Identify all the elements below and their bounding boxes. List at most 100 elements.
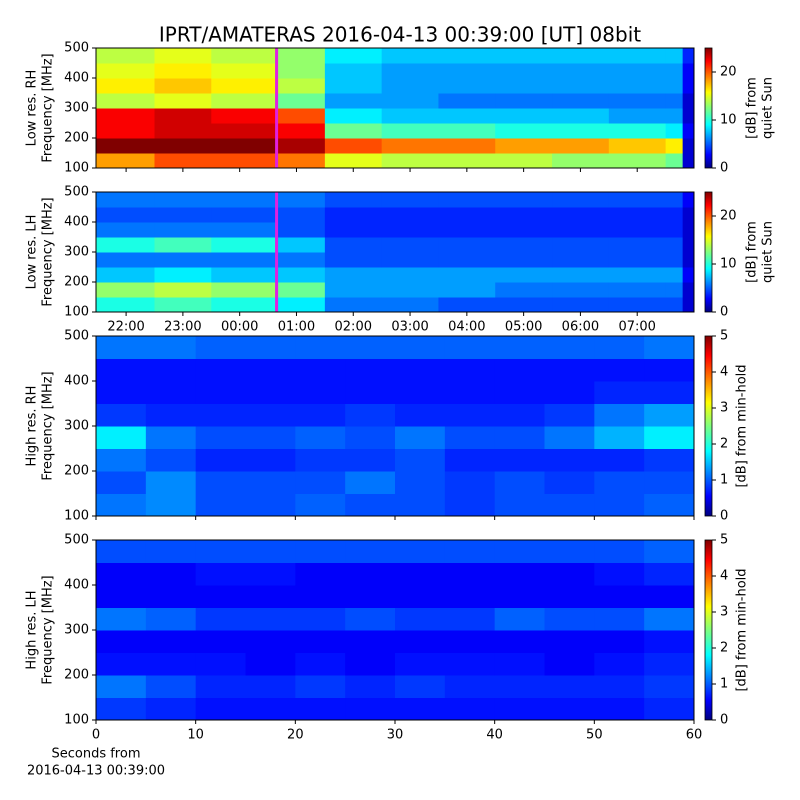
heat-cell <box>438 252 496 268</box>
heat-cell <box>544 630 595 653</box>
heat-cell <box>381 282 439 298</box>
heat-cell <box>644 336 695 359</box>
heat-cell <box>381 252 439 268</box>
heat-cell <box>381 108 439 124</box>
heat-cell <box>96 471 147 494</box>
heat-cell <box>245 630 296 653</box>
heat-cell <box>324 207 383 223</box>
heat-cell <box>211 192 278 208</box>
heat-cell <box>96 108 155 124</box>
heat-cell <box>644 697 695 721</box>
heat-cell <box>544 471 595 494</box>
colorbar-tick-label: 4 <box>720 365 728 380</box>
heat-cell <box>682 153 695 169</box>
heat-cell <box>245 675 296 698</box>
x-tick-label: 03:00 <box>391 320 428 335</box>
heat-cell <box>438 138 496 154</box>
heat-cell <box>245 403 296 427</box>
heat-cell <box>682 192 695 208</box>
heat-cell <box>381 237 439 253</box>
y-tick-label: 200 <box>64 131 89 146</box>
colorbar-tick-label: 0 <box>720 509 728 524</box>
colorbar-tick-label: 5 <box>720 329 728 344</box>
heat-cell <box>682 48 695 64</box>
heat-cell <box>608 63 667 79</box>
heat-cell <box>644 630 695 653</box>
heat-cell <box>438 48 496 64</box>
colorbar <box>704 335 713 517</box>
heat-cell <box>552 93 610 109</box>
heat-cell <box>345 562 396 586</box>
x-tick-label: 02:00 <box>335 320 372 335</box>
colorbar-tick-label: 0 <box>720 161 728 176</box>
heat-cell <box>594 675 645 698</box>
heat-cell <box>295 426 346 449</box>
heat-cell <box>96 138 155 154</box>
heat-cell <box>552 237 610 253</box>
heat-cell <box>552 267 610 283</box>
heat-cell <box>276 297 326 313</box>
heat-cell <box>145 607 197 631</box>
heat-cell <box>395 630 446 653</box>
heat-cell <box>96 493 147 517</box>
heat-cell <box>438 63 496 79</box>
heat-cell <box>395 540 446 563</box>
heat-cell <box>381 93 439 109</box>
y-tick-label: 500 <box>64 185 89 200</box>
heat-cell <box>245 381 296 404</box>
heat-cell <box>195 630 246 653</box>
heat-cell <box>345 675 396 698</box>
heat-cell <box>96 222 155 238</box>
colorbar-tick-label: 0 <box>720 305 728 320</box>
heat-cell <box>594 540 645 563</box>
heat-cell <box>295 493 346 517</box>
colorbar-tick-label: 5 <box>720 533 728 548</box>
heat-cell <box>494 403 545 427</box>
heat-cell <box>245 358 296 382</box>
x-tick-label: 50 <box>586 728 603 743</box>
heat-cell <box>276 222 326 238</box>
heat-cell <box>276 138 326 154</box>
heat-cell <box>494 381 545 404</box>
heat-cell <box>438 222 496 238</box>
heat-cell <box>154 153 212 169</box>
heat-cell <box>682 123 695 139</box>
heat-cell <box>644 585 695 608</box>
heat-cell <box>495 108 553 124</box>
heat-cell <box>495 282 553 298</box>
heat-cell <box>544 336 595 359</box>
heat-cell <box>395 336 446 359</box>
heat-cell <box>644 381 695 404</box>
heat-cell <box>245 471 296 494</box>
heat-cell <box>494 675 545 698</box>
heat-cell <box>495 192 553 208</box>
heat-cell <box>665 78 684 94</box>
heat-cell <box>195 493 246 517</box>
heat-cell <box>145 448 197 472</box>
heat-cell <box>552 192 610 208</box>
heat-cell <box>494 426 545 449</box>
heat-cell <box>552 297 610 313</box>
heat-cell <box>345 403 396 427</box>
heat-cell <box>608 222 667 238</box>
heat-cell <box>495 138 553 154</box>
heat-cell <box>245 562 296 586</box>
heat-cell <box>211 63 278 79</box>
y-axis-label: Frequency [MHz] <box>41 575 56 684</box>
heat-cell <box>211 48 278 64</box>
heat-cell <box>552 138 610 154</box>
heat-cell <box>444 652 496 676</box>
heat-cell <box>644 540 695 563</box>
heat-cell <box>295 471 346 494</box>
heat-cell <box>494 562 545 586</box>
heat-cell <box>345 448 396 472</box>
heat-cell <box>594 403 645 427</box>
heat-cell <box>211 297 278 313</box>
heat-cell <box>495 78 553 94</box>
heat-cell <box>544 585 595 608</box>
heat-cell <box>195 448 246 472</box>
heat-cell <box>295 585 346 608</box>
heat-cell <box>682 252 695 268</box>
heat-cell <box>444 630 496 653</box>
heat-cell <box>552 153 610 169</box>
